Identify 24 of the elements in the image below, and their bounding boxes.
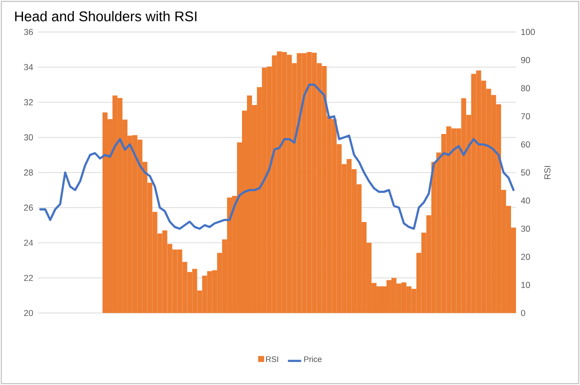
y-tick-label: 30 bbox=[24, 134, 33, 140]
y-tick-label: 26 bbox=[24, 204, 33, 211]
y-tick-label: 22 bbox=[24, 274, 33, 281]
y2-tick-label: 80 bbox=[521, 85, 530, 92]
legend-label: RSI bbox=[266, 356, 278, 362]
y-tick-label: 20 bbox=[24, 310, 33, 316]
y-tick-label: 32 bbox=[24, 99, 33, 106]
y2-tick-label: 70 bbox=[521, 113, 530, 120]
y-tick-label: 34 bbox=[24, 64, 34, 70]
y2-tick-label: 20 bbox=[521, 254, 530, 260]
y-tick-label: 28 bbox=[24, 169, 33, 176]
y2-tick-label: 10 bbox=[521, 282, 530, 288]
y2-axis-title: RSI bbox=[544, 166, 550, 180]
y2-tick-label: 100 bbox=[521, 28, 535, 36]
y2-tick-label: 90 bbox=[521, 57, 530, 64]
y2-tick-label: 30 bbox=[521, 226, 530, 232]
y2-tick-label: 50 bbox=[521, 169, 530, 176]
y-tick-label: 24 bbox=[24, 240, 34, 246]
chart-title: Head and Shoulders with RSI bbox=[15, 11, 196, 22]
y2-tick-label: 40 bbox=[520, 198, 530, 204]
y2-tick-label: 0 bbox=[521, 310, 526, 316]
y-tick-label: 36 bbox=[24, 28, 33, 36]
legend-label: Price bbox=[304, 356, 322, 362]
y2-tick-label: 60 bbox=[521, 141, 530, 148]
